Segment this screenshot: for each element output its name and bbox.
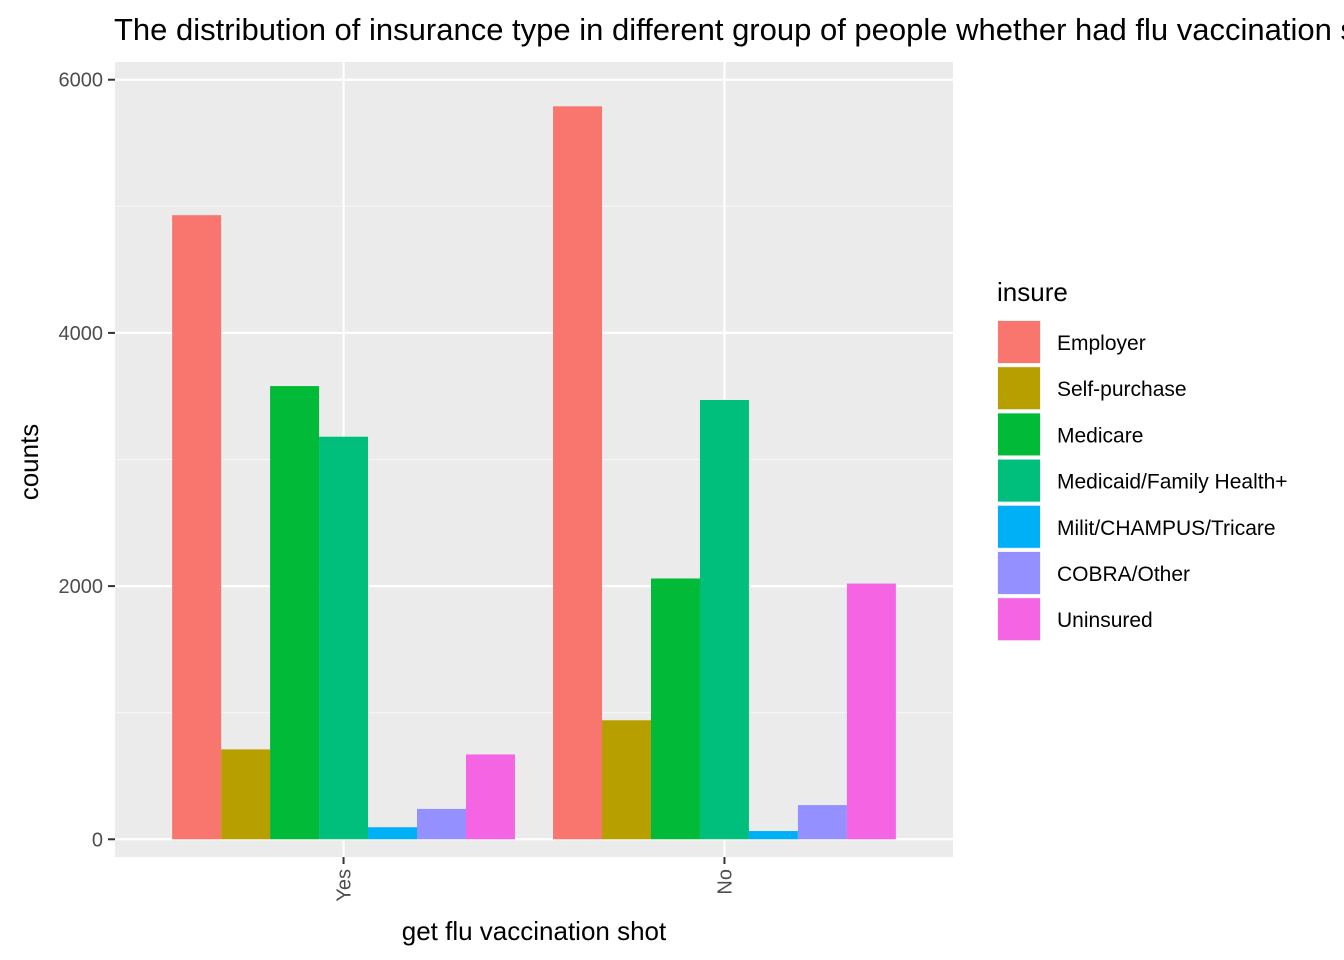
legend-label: Employer — [1057, 332, 1146, 355]
legend-label: Medicaid/Family Health+ — [1057, 471, 1288, 494]
bar-cobra-other-no — [797, 805, 847, 840]
legend-label: Medicare — [1057, 424, 1143, 447]
plot-panel — [115, 62, 953, 857]
bar-cobra-other-yes — [417, 808, 466, 840]
legend-swatch — [998, 505, 1040, 548]
legend-title: insure — [997, 277, 1068, 307]
legend-swatch — [998, 598, 1040, 641]
bars — [172, 106, 896, 840]
bar-self-purchase-yes — [221, 749, 271, 840]
legend-swatch — [998, 413, 1040, 456]
bar-employer-no — [553, 106, 603, 840]
legend-label: Uninsured — [1057, 609, 1153, 632]
legend-swatch — [998, 367, 1040, 410]
legend-swatch — [998, 321, 1040, 363]
x-tick-label: Yes — [334, 869, 356, 902]
legend-label: Self-purchase — [1057, 378, 1187, 401]
bar-uninsured-yes — [465, 754, 515, 840]
y-tick-label: 0 — [92, 829, 103, 851]
x-axis-title: get flu vaccination shot — [402, 916, 667, 946]
y-tick-label: 6000 — [59, 70, 104, 92]
y-axis: 0 2000 4000 6000 — [59, 70, 115, 851]
bar-self-purchase-no — [602, 720, 651, 840]
legend-item: Self-purchase — [997, 366, 1187, 411]
legend-item: COBRA/Other — [997, 551, 1190, 595]
legend-item: Employer — [997, 320, 1146, 364]
x-tick-label: No — [714, 869, 736, 895]
bar-uninsured-no — [846, 583, 896, 840]
legend-swatch — [998, 552, 1040, 594]
bar-medicare-no — [650, 578, 700, 840]
legend-label: Milit/CHAMPUS/Tricare — [1057, 517, 1276, 540]
legend-label: COBRA/Other — [1057, 563, 1190, 586]
legend-item: Milit/CHAMPUS/Tricare — [997, 504, 1276, 549]
y-axis-title: counts — [14, 424, 44, 501]
bar-milit-champus-tricare-yes — [368, 827, 418, 840]
bar-milit-champus-tricare-no — [748, 831, 798, 840]
legend-item: Medicare — [997, 412, 1143, 457]
legend-item: Medicaid/Family Health+ — [997, 458, 1288, 503]
y-tick-label: 4000 — [59, 323, 104, 345]
bar-medicaid-family-health--yes — [319, 436, 369, 840]
bar-medicaid-family-health--no — [699, 400, 749, 840]
legend: insure Employer Self-purchase Medicare Medi… — [997, 277, 1288, 642]
x-axis: Yes No — [334, 857, 736, 902]
bar-employer-yes — [172, 215, 222, 840]
bar-medicare-yes — [270, 386, 320, 840]
legend-item: Uninsured — [997, 597, 1153, 642]
legend-swatch — [998, 459, 1040, 502]
chart-title: The distribution of insurance type in di… — [114, 12, 1344, 47]
y-tick-label: 2000 — [59, 576, 104, 598]
